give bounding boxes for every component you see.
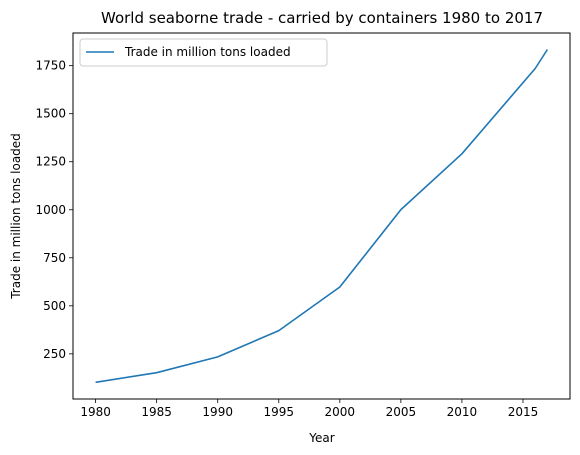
x-tick-label: 2000 <box>325 405 356 419</box>
y-tick-label: 1750 <box>35 59 66 73</box>
chart-title: World seaborne trade - carried by contai… <box>101 9 543 27</box>
y-tick-label: 1500 <box>35 107 66 121</box>
y-axis-label: Trade in million tons loaded <box>9 133 23 300</box>
y-axis: 250 500 750 1000 1250 1500 1750 <box>35 59 73 361</box>
x-tick-label: 1985 <box>141 405 172 419</box>
y-tick-label: 750 <box>43 251 66 265</box>
x-tick-label: 2010 <box>447 405 478 419</box>
y-tick-label: 500 <box>43 299 66 313</box>
y-tick-label: 250 <box>43 347 66 361</box>
legend: Trade in million tons loaded <box>79 38 328 67</box>
y-tick-label: 1000 <box>35 203 66 217</box>
legend-box <box>79 38 328 67</box>
x-axis-label: Year <box>308 431 334 445</box>
plot-frame <box>72 32 571 400</box>
series-line <box>95 49 549 384</box>
series-layer <box>95 49 549 384</box>
legend-label: Trade in million tons loaded <box>124 45 291 59</box>
x-tick-label: 1990 <box>202 405 233 419</box>
x-tick-label: 2005 <box>386 405 417 419</box>
x-tick-label: 1980 <box>80 405 111 419</box>
x-tick-label: 2015 <box>508 405 539 419</box>
x-axis: 1980 1985 1990 1995 2000 2005 2010 2015 <box>80 399 538 419</box>
x-tick-label: 1995 <box>263 405 294 419</box>
y-tick-label: 1250 <box>35 155 66 169</box>
